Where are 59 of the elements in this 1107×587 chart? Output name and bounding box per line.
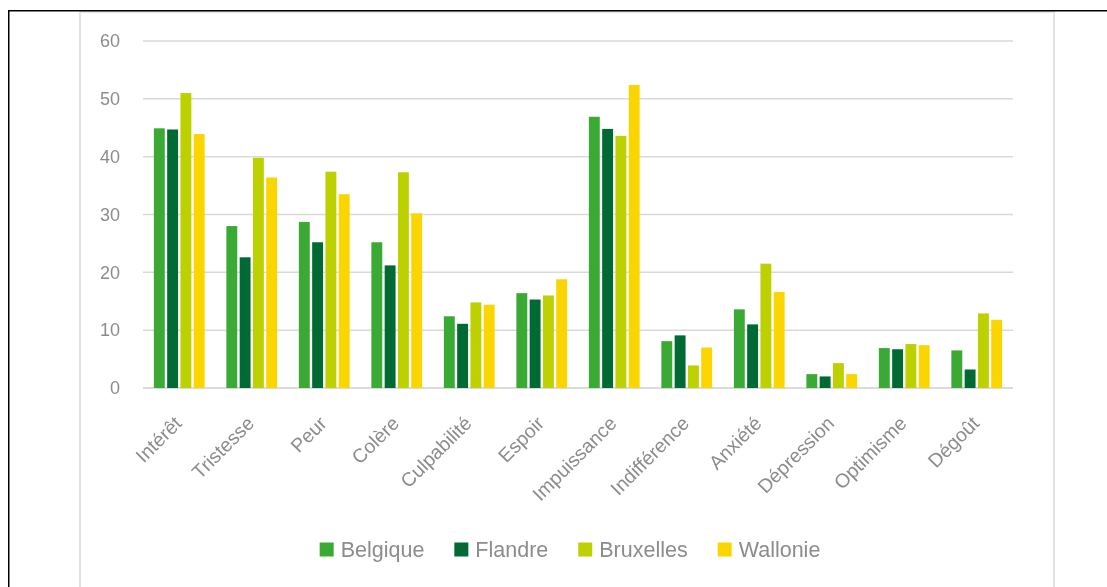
bar (470, 302, 482, 388)
bar (529, 299, 541, 388)
bar (266, 177, 278, 388)
bar (661, 341, 673, 388)
bar (832, 363, 844, 388)
bar (312, 242, 324, 388)
bar (167, 129, 179, 388)
bar (252, 157, 264, 388)
bar (226, 226, 238, 388)
bar (747, 324, 759, 388)
y-tick-label: 10 (99, 320, 120, 341)
legend-label: Belgique (340, 537, 425, 562)
bar (443, 316, 455, 388)
bar (516, 293, 528, 388)
y-tick-label: 0 (109, 378, 120, 399)
bar (674, 335, 686, 388)
bar (298, 222, 310, 388)
y-tick-label: 60 (99, 31, 120, 52)
bar (483, 304, 495, 388)
bar (846, 374, 858, 388)
bar (588, 116, 600, 388)
bar (628, 84, 640, 388)
bar (878, 348, 890, 388)
bar (338, 194, 350, 388)
bar (325, 171, 337, 388)
bar (193, 134, 205, 388)
bar (733, 309, 745, 388)
bar (457, 323, 469, 388)
y-tick-label: 40 (99, 146, 120, 167)
legend-label: Wallonie (738, 537, 821, 562)
bar (773, 292, 785, 388)
bar (371, 242, 383, 388)
bar (918, 345, 930, 388)
bar (701, 347, 713, 388)
y-tick-label: 50 (99, 89, 120, 110)
bar (153, 128, 165, 388)
bar (905, 344, 917, 388)
bar (542, 295, 554, 388)
legend-label: Flandre (475, 537, 549, 562)
bar (760, 263, 772, 388)
y-tick-label: 20 (99, 262, 120, 283)
bar (180, 93, 192, 388)
bar (951, 350, 963, 388)
bar (556, 279, 568, 388)
bar (384, 265, 396, 388)
y-tick-label: 30 (99, 204, 120, 225)
bar (819, 376, 831, 388)
bar (602, 128, 614, 388)
bar (977, 313, 989, 388)
bar (687, 365, 699, 388)
bar (615, 135, 627, 388)
bar (892, 349, 904, 388)
bar (964, 369, 976, 388)
bar (397, 172, 409, 388)
bar (991, 319, 1003, 388)
bar (806, 374, 818, 388)
bar (411, 213, 423, 388)
legend-label: Bruxelles (599, 537, 688, 562)
bar (239, 257, 251, 388)
